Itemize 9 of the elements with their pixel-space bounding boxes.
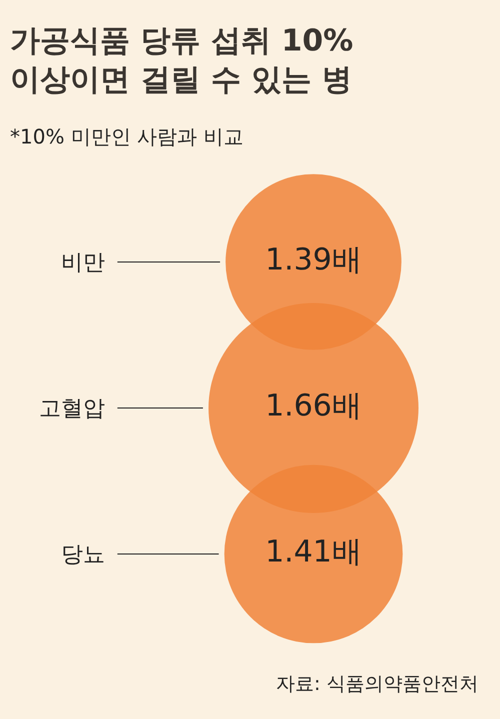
text: 가공식품 당류 섭취 10% 이상이면 걸릴 수 있는 병 — [10, 23, 354, 98]
category-label: 비만 — [61, 250, 105, 276]
data-label: 1.66배 — [265, 388, 362, 424]
text: 자료: 식품의약품안전처 — [276, 673, 478, 695]
category-label: 당뇨 — [61, 542, 105, 568]
data-label: 1.39배 — [265, 242, 362, 278]
text: *10% 미만인 사람과 비교 — [10, 124, 244, 148]
category-label: 고혈압 — [39, 396, 105, 422]
data-label: 1.41배 — [265, 534, 362, 570]
